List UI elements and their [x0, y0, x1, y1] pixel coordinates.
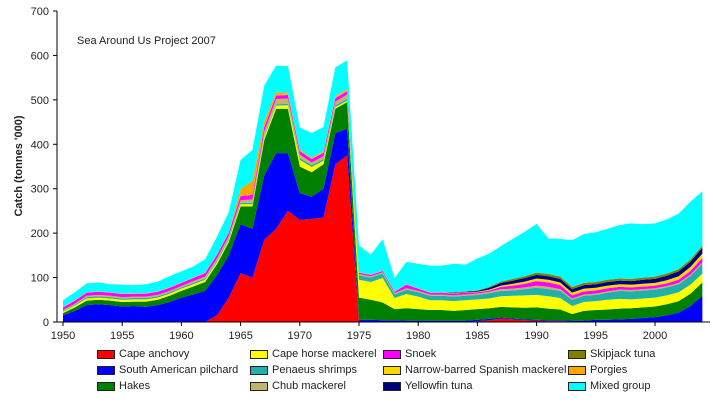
- y-tick-label: 300: [31, 184, 49, 196]
- legend-swatch: [568, 365, 586, 375]
- legend-item: Skipjack tuna: [568, 348, 655, 360]
- x-tick-label: 1990: [524, 330, 548, 342]
- legend-label: Yellowfin tuna: [405, 380, 473, 392]
- legend-swatch: [383, 365, 401, 375]
- legend-item: South American pilchard: [97, 364, 238, 376]
- y-tick-label: 700: [31, 6, 49, 18]
- legend-item: Narrow-barred Spanish mackerel: [383, 364, 566, 376]
- legend-swatch: [97, 365, 115, 375]
- x-tick-label: 1955: [110, 330, 134, 342]
- legend-label: Hakes: [119, 380, 151, 392]
- legend-swatch: [97, 381, 115, 391]
- x-tick-label: 1985: [465, 330, 489, 342]
- x-tick-label: 1975: [347, 330, 371, 342]
- legend-swatch: [250, 349, 268, 359]
- x-tick-label: 1995: [584, 330, 608, 342]
- y-tick-label: 400: [31, 139, 49, 151]
- x-tick-label: 1960: [169, 330, 193, 342]
- x-tick-label: 1980: [406, 330, 430, 342]
- legend-swatch: [250, 365, 268, 375]
- area-snoek: [63, 90, 703, 311]
- legend-label: Chub mackerel: [272, 380, 346, 392]
- area-narrow-barred-spanish-mackerel: [63, 90, 703, 308]
- legend-label: Cape anchovy: [119, 348, 190, 360]
- legend-swatch: [568, 349, 586, 359]
- legend-item: Yellowfin tuna: [383, 380, 472, 392]
- x-tick-label: 1970: [288, 330, 312, 342]
- y-tick-label: 200: [31, 228, 49, 240]
- source-annotation: Sea Around Us Project 2007: [77, 35, 216, 47]
- y-tick-label: 0: [43, 317, 49, 329]
- legend-label: Mixed group: [590, 380, 651, 392]
- y-axis-label: Catch (tonnes '000): [13, 115, 25, 216]
- legend-item: Penaeus shrimps: [250, 364, 357, 376]
- legend-label: Skipjack tuna: [590, 348, 656, 360]
- legend-label: Snoek: [405, 348, 437, 360]
- legend-item: Snoek: [383, 348, 436, 360]
- legend-swatch: [383, 349, 401, 359]
- legend-item: Chub mackerel: [250, 380, 346, 392]
- area-south-american-pilchard: [63, 128, 703, 322]
- legend-swatch: [568, 381, 586, 391]
- x-tick-label: 2000: [643, 330, 667, 342]
- y-tick-label: 500: [31, 95, 49, 107]
- legend-item: Hakes: [97, 380, 150, 392]
- legend-label: Narrow-barred Spanish mackerel: [405, 364, 567, 376]
- legend-label: South American pilchard: [119, 364, 239, 376]
- x-axis-ticks: 1950 1955 1960 1965 1970 1975 1980 1985 1990 1995…: [51, 322, 667, 342]
- legend-swatch: [383, 381, 401, 391]
- y-tick-label: 600: [31, 50, 49, 62]
- legend-item: Cape horse mackerel: [250, 348, 377, 360]
- area-mixed-group: [63, 60, 703, 307]
- x-tick-label: 1950: [51, 330, 75, 342]
- x-tick-label: 1965: [228, 330, 252, 342]
- legend-label: Penaeus shrimps: [272, 364, 357, 376]
- legend-label: Porgies: [590, 364, 628, 376]
- legend-swatch: [97, 349, 115, 359]
- legend-swatch: [250, 381, 268, 391]
- area-layers: [63, 60, 703, 322]
- y-axis-ticks: 0 100 200 300 400 500 600 700: [31, 6, 57, 329]
- legend-item: Mixed group: [568, 380, 651, 392]
- legend-label: Cape horse mackerel: [272, 348, 377, 360]
- y-tick-label: 100: [31, 273, 49, 285]
- legend-item: Cape anchovy: [97, 348, 189, 360]
- legend-item: Porgies: [568, 364, 627, 376]
